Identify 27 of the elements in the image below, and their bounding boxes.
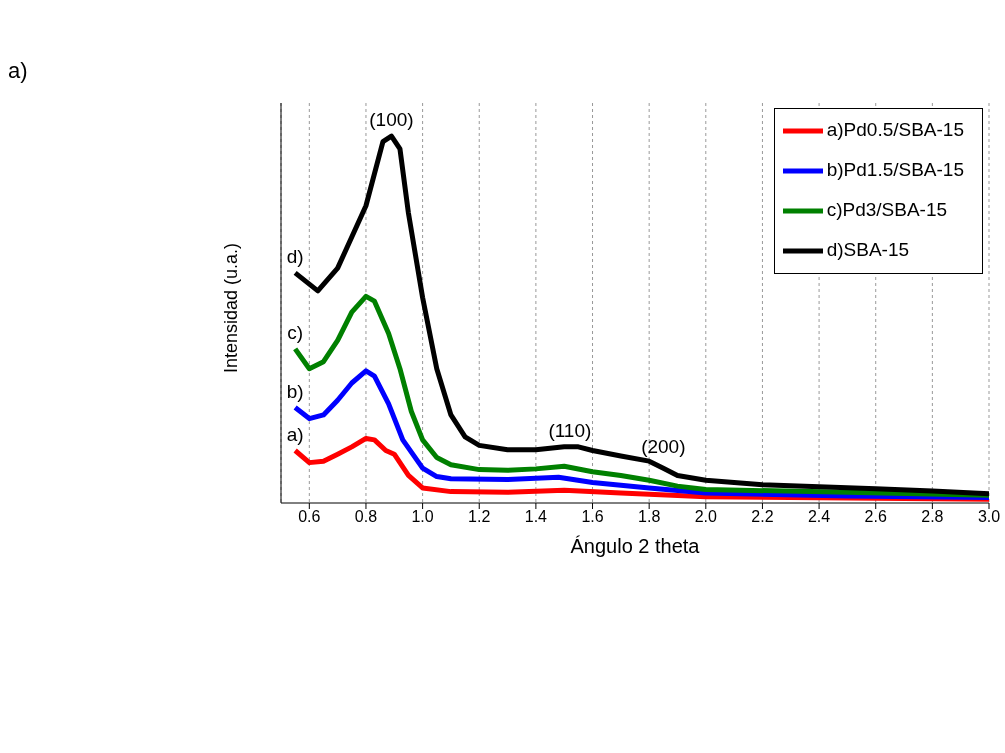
legend-label: a)Pd0.5/SBA-15 xyxy=(826,119,964,141)
x-tick-label: 2.4 xyxy=(807,508,831,526)
x-tick-label: 3.0 xyxy=(977,508,1001,526)
x-tick-label: 1.2 xyxy=(468,508,491,526)
x-axis-title: Ángulo 2 theta xyxy=(570,535,701,557)
annotation: b) xyxy=(286,380,304,402)
x-tick-label: 2.6 xyxy=(864,508,887,526)
x-tick-label: 1.4 xyxy=(524,508,548,526)
x-tick-label: 0.6 xyxy=(298,508,321,526)
annotation: (200) xyxy=(641,435,686,457)
annotation: (110) xyxy=(548,419,592,441)
legend-label: c)Pd3/SBA-15 xyxy=(826,199,948,221)
legend-label: b)Pd1.5/SBA-15 xyxy=(826,159,964,181)
x-tick-label: 2.0 xyxy=(694,508,718,526)
text: a) xyxy=(8,58,28,84)
x-tick-label: 2.8 xyxy=(921,508,944,526)
x-tick-label: 1.0 xyxy=(411,508,434,526)
y-axis-title: Intensidad (u.a.) xyxy=(221,242,242,373)
x-tick-label: 2.2 xyxy=(751,508,774,526)
annotation: (100) xyxy=(369,109,414,131)
x-tick-label: 1.6 xyxy=(581,508,604,526)
x-tick-label: 0.8 xyxy=(354,508,378,526)
annotation: c) xyxy=(287,321,304,343)
x-tick-label: 1.8 xyxy=(638,508,661,526)
annotation: d) xyxy=(286,245,304,267)
legend-label: d)SBA-15 xyxy=(826,239,910,261)
annotation: a) xyxy=(286,423,304,445)
